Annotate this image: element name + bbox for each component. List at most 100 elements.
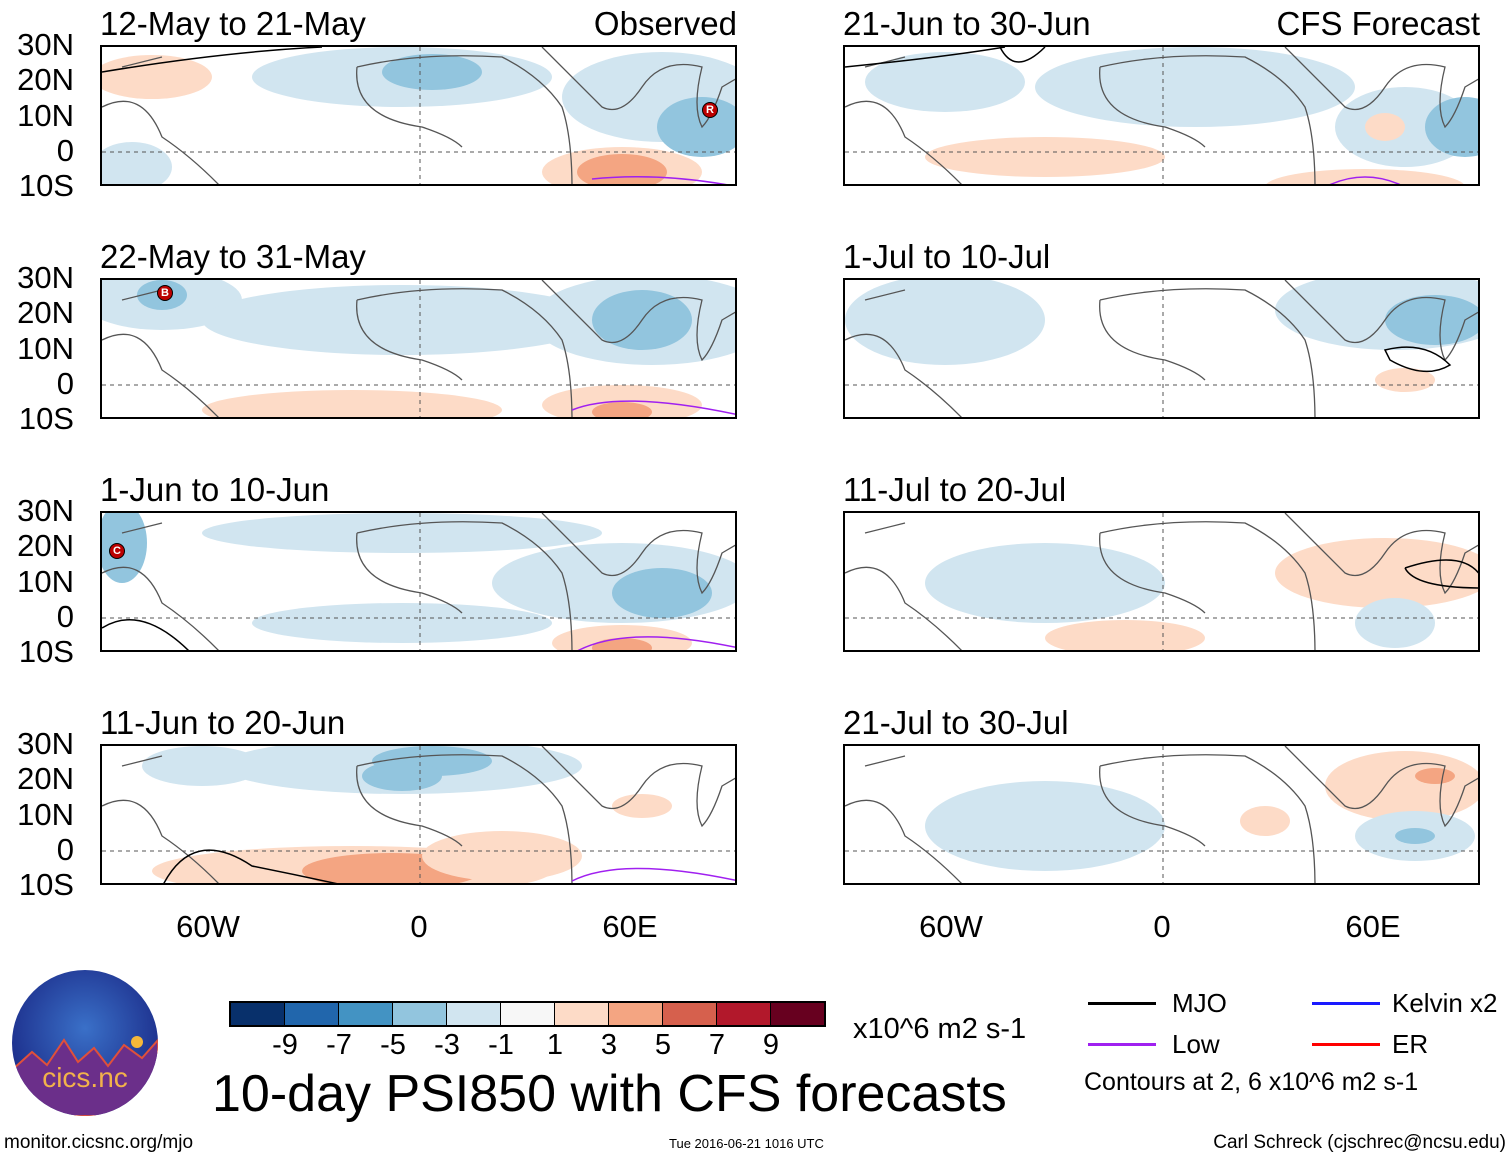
latitude-label: 10N xyxy=(17,796,74,832)
anomaly-shading xyxy=(1415,768,1455,784)
psi850-map xyxy=(843,278,1480,419)
anomaly-shading xyxy=(612,568,712,618)
storm-marker: C xyxy=(109,543,125,559)
anomaly-shading xyxy=(1385,295,1478,345)
contour-line xyxy=(845,47,1006,68)
legend-label-er: ER xyxy=(1392,1029,1429,1059)
footer-credit: Carl Schreck (cjschrec@ncsu.edu) xyxy=(1213,1132,1506,1153)
coastline xyxy=(102,47,735,184)
logo-text: cics.nc xyxy=(42,1062,128,1093)
coastline xyxy=(102,746,735,883)
psi850-map: R xyxy=(100,45,737,186)
contour-line xyxy=(999,47,1046,63)
anomaly-shading xyxy=(612,794,672,818)
colorbar xyxy=(229,1001,826,1027)
coastline xyxy=(845,513,1478,650)
psi850-map xyxy=(100,744,737,885)
longitude-label: 0 xyxy=(1153,909,1171,944)
legend-line-mjo xyxy=(1088,1002,1156,1005)
cicsnc-logo[interactable]: cics.nc xyxy=(12,970,158,1116)
latitude-label: 30N xyxy=(17,726,74,761)
colorbar-swatch xyxy=(231,1003,285,1025)
coastline xyxy=(845,280,1478,417)
colorbar-tick: -5 xyxy=(380,1029,406,1061)
latitude-label: 10N xyxy=(17,97,74,133)
colorbar-tick: 5 xyxy=(654,1029,672,1061)
panel-source-label: CFS Forecast xyxy=(1276,5,1480,42)
panel-title: 22-May to 31-May xyxy=(100,238,366,275)
colorbar-tick: 1 xyxy=(546,1029,564,1061)
legend-label-kelvin: Kelvin x2 xyxy=(1392,988,1498,1018)
contour-line xyxy=(102,47,323,73)
anomaly-shading xyxy=(1325,751,1478,821)
figure-title: 10-day PSI850 with CFS forecasts xyxy=(212,1065,1007,1123)
anomaly-shading xyxy=(1395,828,1435,844)
anomaly-shading xyxy=(102,142,172,184)
panel-title: 21-Jun to 30-Jun xyxy=(843,5,1091,42)
psi850-map xyxy=(843,511,1480,652)
panel-title: 1-Jul to 10-Jul xyxy=(843,238,1051,275)
latitude-label: 0 xyxy=(56,831,74,867)
latitude-label: 20N xyxy=(17,528,74,564)
latitude-label: 20N xyxy=(17,761,74,797)
colorbar-tick: 7 xyxy=(708,1029,726,1061)
colorbar-swatch xyxy=(555,1003,609,1025)
anomaly-shading xyxy=(1045,620,1205,650)
legend-label-mjo: MJO xyxy=(1172,988,1227,1018)
anomaly-shading xyxy=(142,746,262,786)
colorbar-swatch xyxy=(771,1003,824,1025)
mountain-icon xyxy=(12,1036,158,1116)
latitude-label: 0 xyxy=(56,132,74,168)
contour-line xyxy=(1383,346,1452,373)
colorbar-swatch xyxy=(285,1003,339,1025)
anomaly-shading xyxy=(102,55,212,99)
storm-marker: R xyxy=(702,102,718,118)
longitude-label: 60W xyxy=(176,909,240,944)
colorbar-tick: 9 xyxy=(762,1029,780,1061)
panel-source-label: Observed xyxy=(593,5,737,42)
anomaly-shading xyxy=(925,781,1165,871)
longitude-label: 0 xyxy=(410,909,428,944)
anomaly-shading xyxy=(252,603,552,643)
contour-line xyxy=(1404,559,1478,589)
coastline xyxy=(845,746,1478,883)
psi850-map: C xyxy=(100,511,737,652)
contour-line xyxy=(577,636,735,650)
longitude-label: 60E xyxy=(602,909,658,944)
anomaly-shading xyxy=(422,831,582,881)
anomaly-shading xyxy=(1425,97,1478,157)
anomaly-shading xyxy=(592,402,652,417)
panel-title: 11-Jul to 20-Jul xyxy=(843,471,1067,508)
longitude-label: 60E xyxy=(1345,909,1401,944)
contour-line xyxy=(591,176,727,184)
legend-label-low: Low xyxy=(1172,1029,1220,1059)
latitude-label: 30N xyxy=(17,260,74,295)
latitude-label: 10N xyxy=(17,330,74,366)
contour-line xyxy=(163,849,338,883)
colorbar-swatch xyxy=(339,1003,393,1025)
colorbar-swatch xyxy=(447,1003,501,1025)
anomaly-shading xyxy=(1375,368,1435,392)
latitude-label: 30N xyxy=(17,493,74,528)
anomaly-shading xyxy=(202,513,602,553)
latitude-label: 30N xyxy=(17,27,74,62)
colorbar-swatch xyxy=(717,1003,771,1025)
psi850-map: B xyxy=(100,278,737,419)
latitude-label: 20N xyxy=(17,295,74,331)
anomaly-shading xyxy=(925,137,1165,177)
anomaly-shading xyxy=(1035,47,1355,127)
colorbar-tick: -1 xyxy=(488,1029,514,1061)
contours-note: Contours at 2, 6 x10^6 m2 s-1 xyxy=(1084,1068,1419,1096)
anomaly-shading xyxy=(382,54,482,90)
storm-marker: B xyxy=(157,285,173,301)
latitude-label: 10S xyxy=(18,401,74,437)
panel-title: 21-Jul to 30-Jul xyxy=(843,704,1069,741)
footer-url[interactable]: monitor.cicsnc.org/mjo xyxy=(4,1132,194,1153)
colorbar-tick: -9 xyxy=(272,1029,298,1061)
contour-line xyxy=(102,619,189,650)
panel-title: 11-Jun to 20-Jun xyxy=(100,704,346,741)
latitude-label: 0 xyxy=(56,365,74,401)
legend: MJO Kelvin x2 Low ER xyxy=(1088,988,1508,1068)
legend-line-kelvin xyxy=(1312,1002,1380,1005)
anomaly-shading xyxy=(1275,538,1478,608)
